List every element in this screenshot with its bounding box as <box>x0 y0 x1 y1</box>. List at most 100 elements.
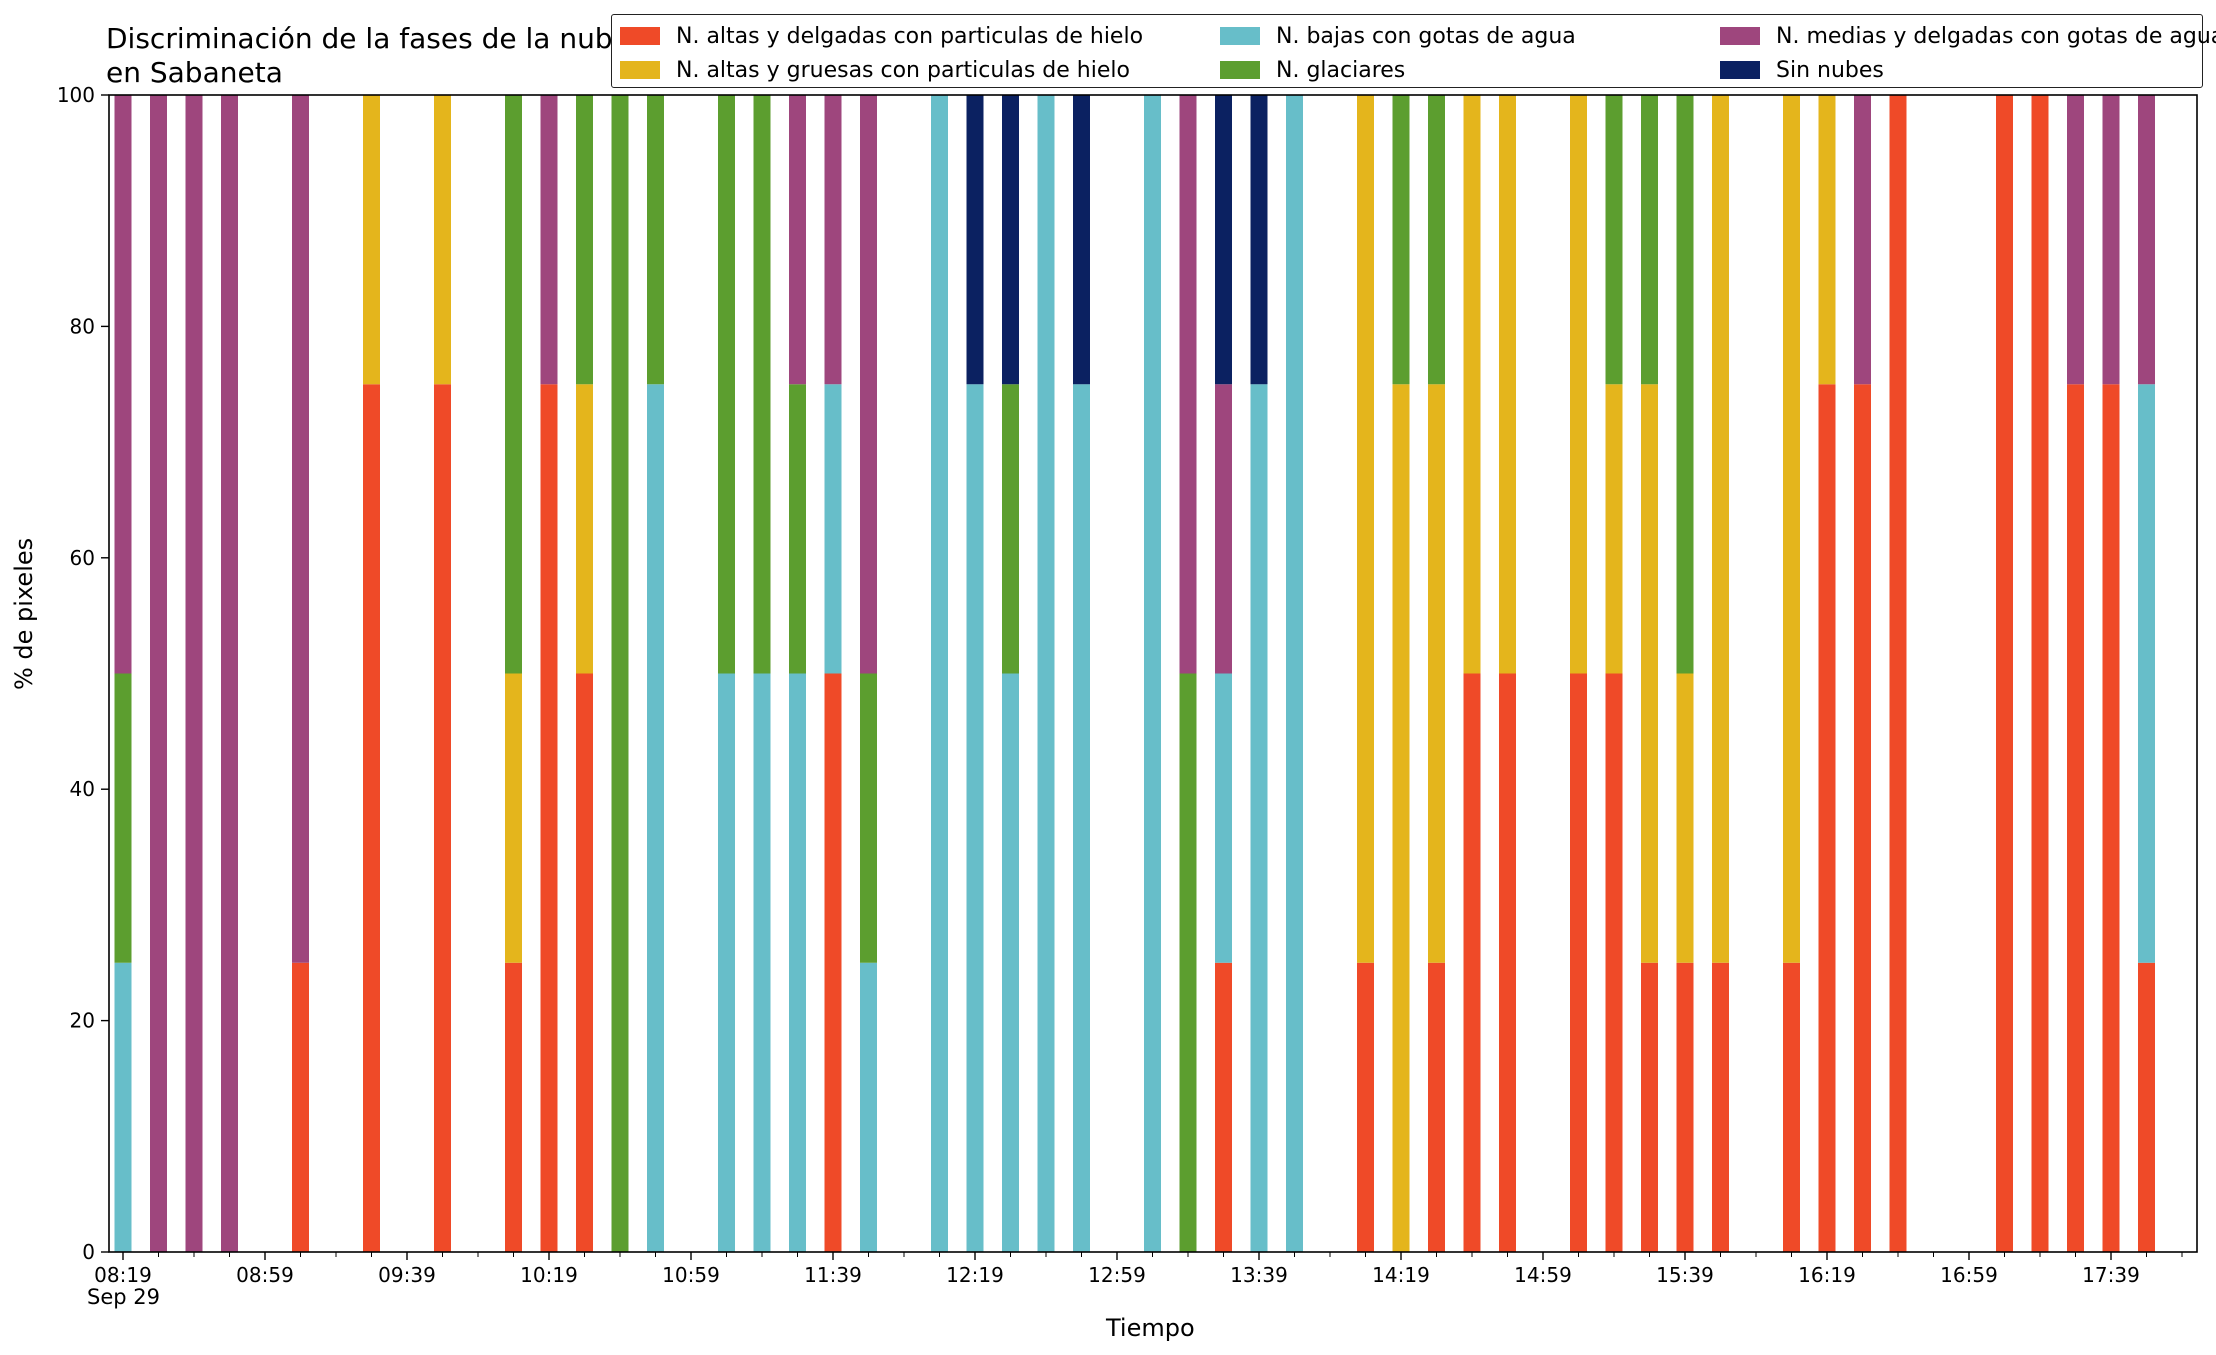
bar-segment <box>1641 384 1658 963</box>
bar-segment <box>185 95 203 1252</box>
x-tick-label: 16:19 <box>1798 1263 1856 1287</box>
y-tick-label: 40 <box>70 777 95 801</box>
bar-segment <box>363 384 380 1252</box>
x-tick-label: 12:19 <box>946 1263 1004 1287</box>
bar-segment <box>1605 673 1623 1252</box>
x-tick-label: 10:19 <box>520 1263 578 1287</box>
bar-segment <box>718 673 735 1252</box>
x-axis-label: Tiempo <box>1106 1314 1195 1342</box>
bar-segment <box>718 95 735 674</box>
legend-label: N. medias y delgadas con gotas de agua <box>1776 23 2216 49</box>
legend-label: Sin nubes <box>1776 57 1884 83</box>
legend-swatch <box>620 27 660 45</box>
bar-segment <box>434 384 451 1252</box>
bar-segment <box>292 95 309 963</box>
bar-segment <box>1037 95 1055 1252</box>
bar-segment <box>221 95 238 1252</box>
bar-segment <box>505 95 522 674</box>
bar-segment <box>1676 962 1694 1252</box>
bar-segment <box>1428 962 1445 1252</box>
bar-segment <box>2138 962 2155 1252</box>
bar-segment <box>966 384 984 1252</box>
legend-label: N. altas y gruesas con particulas de hie… <box>676 57 1130 83</box>
bar-segment <box>789 95 806 385</box>
bar-segment <box>1712 962 1729 1252</box>
legend-item: N. bajas con gotas de agua <box>1220 21 1576 51</box>
bar-segment <box>1463 673 1481 1252</box>
bar-segment <box>1357 962 1374 1252</box>
bar-segment <box>1854 384 1871 1252</box>
bar-segment <box>114 673 132 963</box>
bar-segment <box>1073 384 1090 1252</box>
x-tick-label: 14:19 <box>1372 1263 1430 1287</box>
bar-segment <box>1179 673 1197 1252</box>
bar-segment <box>2067 384 2084 1252</box>
bar-segment <box>753 95 771 674</box>
bar-segment <box>1818 384 1836 1252</box>
bar-segment <box>540 384 558 1252</box>
bar-segment <box>1818 95 1836 385</box>
bar-segment <box>1889 95 1907 1252</box>
bar-segment <box>292 962 309 1252</box>
legend-label: N. glaciares <box>1276 57 1406 83</box>
bar-segment <box>2138 384 2155 963</box>
legend-item: N. glaciares <box>1220 55 1405 85</box>
legend-swatch <box>1720 27 1760 45</box>
bar-segment <box>1215 673 1232 963</box>
bar-segment <box>789 384 806 674</box>
x-tick-label: 11:39 <box>804 1263 862 1287</box>
bar-segment <box>1286 95 1303 1252</box>
legend-item: N. altas y gruesas con particulas de hie… <box>620 55 1130 85</box>
x-axis-date-label: Sep 29 <box>87 1285 160 1309</box>
bar-segment <box>1641 95 1658 385</box>
bar-segment <box>1676 95 1694 674</box>
bar-segment <box>966 95 984 385</box>
bar-segment <box>1144 95 1161 1252</box>
bar-segment <box>1499 95 1516 674</box>
bar-segment <box>434 95 451 385</box>
bar-segment <box>860 673 877 963</box>
legend-item: N. medias y delgadas con gotas de agua <box>1720 21 2216 51</box>
bar-segment <box>1002 95 1019 385</box>
bar-segment <box>1605 95 1623 385</box>
bar-segment <box>1002 673 1019 1252</box>
bar-segment <box>150 95 167 1252</box>
bar-segment <box>1428 95 1445 385</box>
bar-segment <box>576 95 593 385</box>
x-tick-label: 13:39 <box>1230 1263 1288 1287</box>
legend-label: N. altas y delgadas con particulas de hi… <box>676 23 1144 49</box>
x-tick-label: 12:59 <box>1088 1263 1146 1287</box>
bar-segment <box>1392 95 1410 385</box>
x-tick-label: 14:59 <box>1514 1263 1572 1287</box>
legend-swatch <box>1220 61 1260 79</box>
x-tick-label: 16:59 <box>1940 1263 1998 1287</box>
bar-segment <box>505 673 522 963</box>
chart-legend: N. altas y delgadas con particulas de hi… <box>611 14 2216 88</box>
bar-segment <box>505 962 522 1252</box>
bar-segment <box>824 384 842 674</box>
bar-segment <box>931 95 948 1252</box>
x-tick-label: 09:39 <box>378 1263 436 1287</box>
bar-segment <box>1215 384 1232 674</box>
bar-segment <box>1215 95 1232 385</box>
bar-segment <box>1073 95 1090 385</box>
legend-label: N. bajas con gotas de agua <box>1276 23 1576 49</box>
bar-segment <box>824 673 842 1252</box>
bar-segment <box>1783 95 1800 963</box>
bar-segment <box>1854 95 1871 385</box>
bar-segment <box>789 673 806 1252</box>
bar-segment <box>1499 673 1516 1252</box>
bar-segment <box>576 673 593 1252</box>
x-tick-label: 08:19 <box>94 1263 152 1287</box>
bar-segment <box>1002 384 1019 674</box>
bar-segment <box>611 95 629 1252</box>
legend-swatch <box>1220 27 1260 45</box>
bar-segment <box>1250 95 1268 385</box>
bar-segment <box>1641 962 1658 1252</box>
bars-group <box>114 95 2155 1252</box>
bar-segment <box>2102 95 2120 385</box>
bar-segment <box>2102 384 2120 1252</box>
bar-segment <box>2067 95 2084 385</box>
legend-swatch <box>1720 61 1760 79</box>
